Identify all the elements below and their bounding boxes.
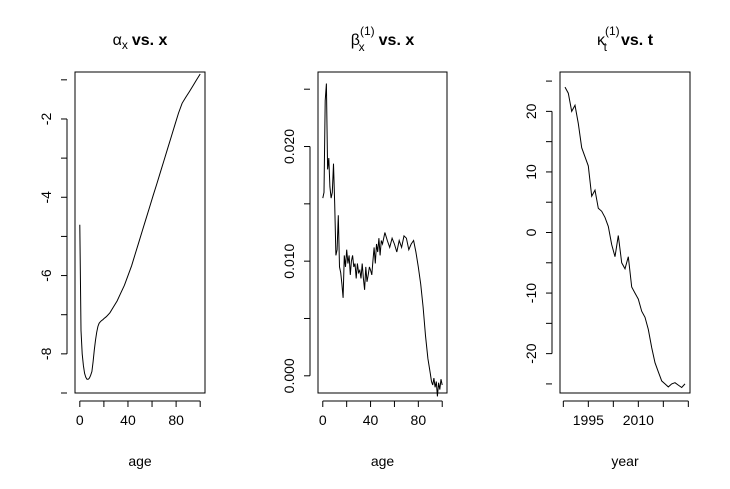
title-text: vs. x xyxy=(132,32,168,49)
y-tick-label: 20 xyxy=(523,103,539,119)
chart-title: β(1) x vs. x xyxy=(351,24,415,54)
chart-title: κ(1) t vs. t xyxy=(597,24,654,54)
title-superscript: (1) xyxy=(360,24,375,38)
plot-frame xyxy=(74,71,206,394)
y-tick-label: -6 xyxy=(38,269,54,282)
chart-panel-2: 0 40 80 0.000 0.010 0.020 β(1) x vs. x age xyxy=(281,24,448,469)
title-text: vs. t xyxy=(621,32,654,49)
title-subscript: t xyxy=(604,40,608,54)
y-tick-label: 0.020 xyxy=(281,129,297,164)
x-tick-label: 40 xyxy=(120,412,136,428)
chart-panel-3: 1995 2010 -20 -10 0 10 20 κ(1) t vs. t year xyxy=(523,24,691,469)
x-axis-label: year xyxy=(611,453,639,469)
title-symbol: β xyxy=(351,32,360,49)
title-subscript: x xyxy=(122,38,128,52)
y-tick-label: -2 xyxy=(38,113,54,126)
title-subscript: x xyxy=(359,40,365,54)
y-tick-label: 10 xyxy=(523,164,539,180)
y-tick-label: -4 xyxy=(38,191,54,204)
x-tick-label: 2010 xyxy=(623,412,654,428)
y-tick-label: 0.000 xyxy=(281,358,297,393)
x-tick-label: 0 xyxy=(76,412,84,428)
y-tick-label: 0.010 xyxy=(281,243,297,278)
y-tick-label: -20 xyxy=(523,343,539,363)
x-tick-label: 40 xyxy=(363,412,379,428)
plot-frame xyxy=(317,71,448,394)
series-line xyxy=(322,83,443,397)
plot-frame xyxy=(559,71,691,394)
chart-title: αx vs. x xyxy=(113,32,168,52)
x-tick-label: 1995 xyxy=(573,412,604,428)
x-axis-label: age xyxy=(371,453,395,469)
title-symbol: κ xyxy=(597,32,606,49)
y-tick-label: 0 xyxy=(523,228,539,236)
title-superscript: (1) xyxy=(605,24,620,38)
title-symbol: α xyxy=(113,32,122,49)
x-axis-label: age xyxy=(128,453,152,469)
series-line xyxy=(564,86,686,389)
title-text: vs. x xyxy=(379,32,415,49)
y-tick-label: -8 xyxy=(38,347,54,360)
y-tick-label: -10 xyxy=(523,283,539,303)
x-tick-label: 80 xyxy=(168,412,184,428)
series-line xyxy=(79,73,201,380)
x-tick-label: 80 xyxy=(411,412,427,428)
chart-panel-1: 0 40 80 -8 -6 -4 -2 αx vs. x age xyxy=(38,32,206,469)
x-tick-label: 0 xyxy=(319,412,327,428)
